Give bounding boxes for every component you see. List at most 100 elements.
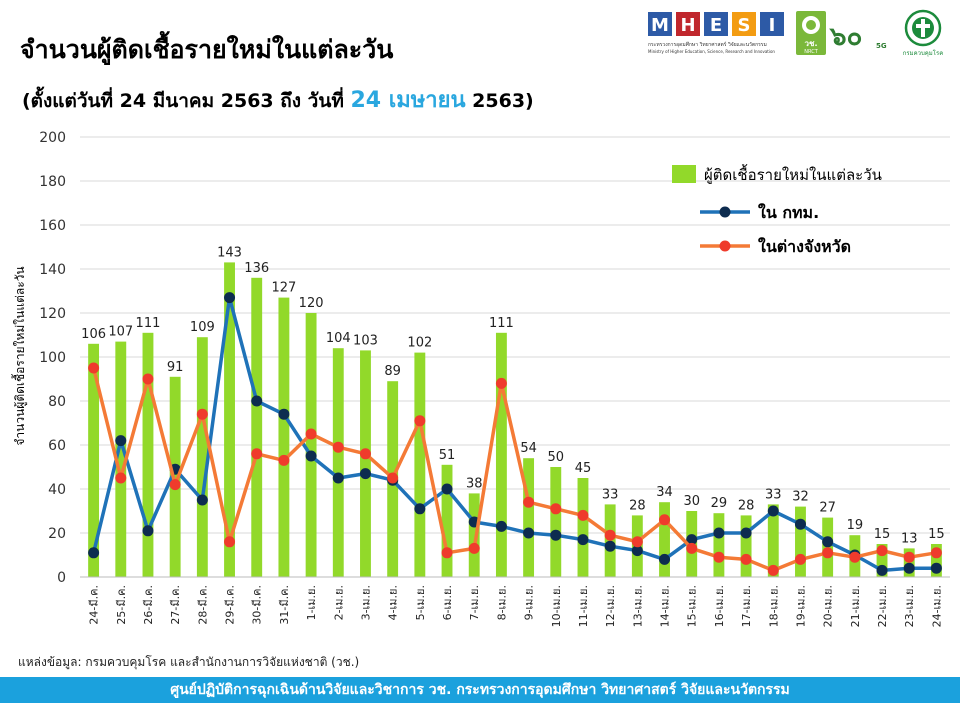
data-point bbox=[794, 518, 806, 530]
y-axis-ticks: 0 20 40 60 80 100 120 140 160 180 200 bbox=[39, 130, 66, 586]
x-tick-label: 5-เม.ย. bbox=[414, 585, 427, 620]
data-point bbox=[441, 483, 453, 495]
bar-value-label: 127 bbox=[271, 281, 296, 296]
new-cases-chart: 0 20 40 60 80 100 120 140 160 180 200 จำนวนผู้ติดเ… bbox=[11, 130, 950, 627]
data-point bbox=[659, 514, 671, 526]
data-point bbox=[930, 562, 942, 574]
x-tick-label: 6-เม.ย. bbox=[441, 585, 454, 620]
bar bbox=[88, 343, 100, 577]
anniversary-5g: 5G bbox=[876, 42, 887, 50]
x-tick-label: 2-เม.ย. bbox=[332, 585, 345, 620]
anniversary-logo: ๖๐ 5G bbox=[829, 22, 887, 52]
legend-item-line: ในต่างจังหวัด bbox=[700, 237, 851, 256]
bar-value-label: 38 bbox=[466, 476, 483, 491]
bar-value-label: 102 bbox=[407, 336, 432, 351]
x-tick-label: 24-มี.ค. bbox=[88, 585, 101, 625]
bar-value-label: 33 bbox=[602, 487, 619, 502]
data-point bbox=[441, 547, 453, 559]
x-tick-label: 29-มี.ค. bbox=[224, 585, 237, 625]
x-tick-label: 7-เม.ย. bbox=[468, 585, 481, 620]
series-line bbox=[91, 295, 937, 573]
data-point bbox=[849, 551, 861, 563]
data-point bbox=[495, 520, 507, 532]
bar bbox=[577, 478, 589, 577]
bar-value-label: 51 bbox=[439, 448, 456, 463]
mhesi-letter: I bbox=[769, 15, 776, 36]
mhesi-letter-tile: H bbox=[676, 12, 700, 36]
data-point bbox=[713, 527, 725, 539]
bar bbox=[142, 332, 154, 577]
y-tick-label: 180 bbox=[39, 174, 66, 190]
x-tick-label: 11-เม.ย. bbox=[577, 585, 590, 627]
x-tick-label: 10-เม.ย. bbox=[550, 585, 563, 627]
data-point bbox=[767, 564, 779, 576]
x-tick-label: 27-มี.ค. bbox=[169, 585, 182, 625]
legend-marker bbox=[719, 206, 731, 218]
data-point bbox=[115, 472, 127, 484]
data-point bbox=[631, 545, 643, 557]
bar bbox=[360, 350, 371, 577]
bar-value-label: 104 bbox=[326, 331, 351, 346]
bar bbox=[495, 332, 507, 577]
bar-value-label: 19 bbox=[847, 518, 864, 533]
mhesi-letter-tile: I bbox=[760, 12, 784, 36]
mhesi-caption-english: Ministry of Higher Education, Science, R… bbox=[648, 49, 775, 54]
bar bbox=[740, 515, 752, 577]
legend-item-bar: ผู้ติดเชื้อรายใหม่ในแต่ละวัน bbox=[672, 164, 882, 184]
bar bbox=[196, 337, 208, 577]
bar bbox=[115, 341, 127, 577]
data-point bbox=[305, 428, 317, 440]
data-point bbox=[468, 542, 480, 554]
x-tick-label: 21-เม.ย. bbox=[849, 585, 862, 627]
data-point bbox=[686, 534, 698, 546]
bar bbox=[414, 352, 426, 577]
mhesi-letter: M bbox=[651, 15, 669, 36]
line-series bbox=[88, 292, 942, 576]
y-tick-label: 60 bbox=[48, 438, 66, 454]
bar bbox=[169, 376, 181, 577]
bar bbox=[795, 506, 806, 577]
x-axis-tick-labels: 24-มี.ค. 25-มี.ค. 26-มี.ค. 27-มี.ค. 28-มี.ค.… bbox=[88, 585, 944, 627]
data-point bbox=[794, 553, 806, 565]
bar-value-label: 32 bbox=[792, 490, 809, 505]
y-tick-label: 20 bbox=[48, 526, 66, 542]
bar bbox=[278, 297, 290, 577]
bar bbox=[930, 544, 942, 577]
data-point bbox=[550, 529, 562, 541]
x-tick-label: 31-มี.ค. bbox=[278, 585, 291, 625]
bar-value-label: 33 bbox=[765, 487, 782, 502]
bar bbox=[224, 262, 235, 577]
data-point bbox=[740, 527, 752, 539]
data-point bbox=[142, 525, 154, 537]
bar bbox=[251, 277, 263, 577]
mhesi-letter: H bbox=[680, 15, 695, 36]
x-tick-label: 19-เม.ย. bbox=[794, 585, 807, 627]
anniversary-number: ๖๐ bbox=[829, 22, 862, 52]
data-point bbox=[713, 551, 725, 563]
x-tick-label: 1-เม.ย. bbox=[305, 585, 318, 620]
mhesi-letter-tile: M bbox=[648, 12, 672, 36]
x-tick-label: 4-เม.ย. bbox=[387, 585, 400, 620]
legend-label: ใน กทม. bbox=[758, 203, 819, 222]
data-point bbox=[88, 547, 100, 559]
y-tick-label: 120 bbox=[39, 306, 66, 322]
x-tick-label: 3-เม.ย. bbox=[359, 585, 372, 620]
page-title: จำนวนผู้ติดเชื้อรายใหม่ในแต่ละวัน bbox=[20, 35, 394, 64]
bar-value-label: 111 bbox=[489, 316, 514, 331]
data-point bbox=[930, 547, 942, 559]
bar-value-label: 107 bbox=[108, 325, 133, 340]
data-point bbox=[903, 551, 915, 563]
x-tick-label: 17-เม.ย. bbox=[740, 585, 753, 627]
data-point bbox=[577, 509, 589, 521]
legend-swatch bbox=[672, 165, 696, 183]
footer-banner: ศูนย์ปฏิบัติการฉุกเฉินด้านวิจัยและวิชากา… bbox=[0, 677, 960, 703]
bar-value-label: 111 bbox=[136, 316, 161, 331]
bar-value-label: 34 bbox=[656, 485, 673, 500]
legend-label: ในต่างจังหวัด bbox=[758, 237, 851, 256]
x-tick-label: 16-เม.ย. bbox=[713, 585, 726, 627]
subtitle-highlight-date: 24 เมษายน bbox=[350, 88, 466, 113]
data-point bbox=[196, 408, 208, 420]
mhesi-caption-thai: กระทรวงการอุดมศึกษา วิทยาศาสตร์ วิจัยและ… bbox=[648, 41, 767, 48]
